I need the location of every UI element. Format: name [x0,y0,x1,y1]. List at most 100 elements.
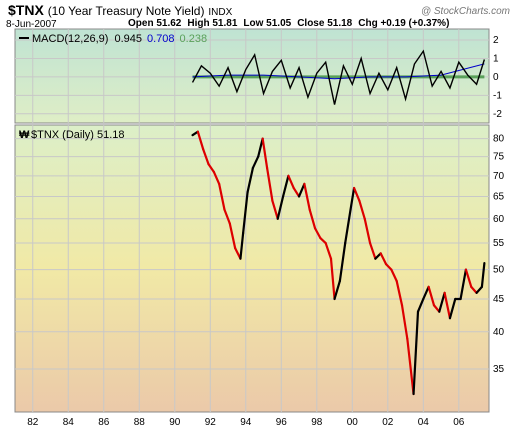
close-value: Close 51.18 [297,18,353,29]
x-tick-label: 00 [347,417,359,428]
axis-labels: 2 1 0 -1 -2 80 75 70 65 60 55 50 45 40 35 82 84 86 88 90 92 9… [27,35,504,428]
price-segment [333,279,341,301]
price-y-tick-label: 50 [493,265,505,276]
x-tick-label: 88 [134,417,146,428]
quote-date: 8-Jun-2007 [6,19,57,30]
x-tick-label: 02 [382,417,394,428]
price-segment [212,170,221,186]
price-segment [319,236,327,245]
price-segment [223,208,231,225]
price-segment [276,195,285,220]
copyright: @ StockCharts.com [420,6,510,17]
price-segment [287,174,295,190]
price-segment [246,166,254,194]
price-segment [427,285,436,307]
open-value: Open 51.62 [128,18,182,29]
price-segment [251,155,260,170]
price-y-tick-label: 35 [493,364,505,375]
exchange: INDX [208,7,233,18]
x-tick-label: 82 [27,417,39,428]
price-y-tick-label: 45 [493,294,505,305]
x-tick-label: 92 [205,417,217,428]
price-y-tick-label: 65 [493,191,505,202]
chart-title: $TNX (10 Year Treasury Note Yield) INDX [8,2,232,18]
histogram-legend-value: 0.238 [180,33,208,45]
price-segment [297,182,306,198]
price-legend-icon: ₩ [19,129,30,141]
price-segment [261,137,269,170]
price-segment [265,166,274,202]
price-y-tick-label: 70 [493,171,505,182]
price-segment [344,208,352,245]
price-segment [313,227,322,240]
symbol-description: (10 Year Treasury Note Yield) [47,4,205,18]
high-value: High 51.81 [187,18,238,29]
macd-y-tick-label: 2 [493,35,499,46]
signal-legend-value: 0.708 [147,33,175,45]
symbol: $TNX [8,2,44,18]
price-segment [406,337,415,396]
price-segment [443,291,452,320]
price-y-tick-label: 75 [493,152,505,163]
price-segment [207,163,215,173]
x-tick-label: 06 [453,417,465,428]
x-tick-label: 04 [418,417,430,428]
x-tick-label: 94 [240,417,252,428]
macd-line [191,49,486,105]
price-segment [363,217,372,245]
macd-y-tick-label: -2 [493,109,502,120]
price-segment [281,174,290,198]
price-segment [257,137,264,158]
price-segment [271,199,279,220]
price-segment [358,199,366,220]
price-segment [202,148,210,166]
price-segment [459,268,468,301]
macd-y-tick-label: 1 [493,53,499,64]
price-segment [292,186,301,198]
price-segment [324,241,333,260]
price-legend-label: $TNX (Daily) 51.18 [31,129,125,141]
x-tick-label: 96 [276,417,288,428]
price-y-tick-label: 55 [493,238,505,249]
change-value: Chg +0.19 (+0.37%) [358,18,450,29]
price-segment [464,268,473,288]
price-segment [218,182,226,211]
price-segment [438,291,446,313]
price-segment [395,279,404,307]
price-segment [352,186,361,202]
macd-legend-label: MACD(12,26,9) [32,33,108,45]
price-segment [303,182,311,211]
price-segment [412,310,420,396]
price-segment [390,268,398,283]
price-segment [475,285,483,294]
macd-legend: MACD(12,26,9) 0.945 0.708 0.238 [19,33,207,45]
price-segment [448,297,457,320]
price-segment [329,257,336,301]
price-grid [15,125,489,412]
price-y-tick-label: 80 [493,134,505,145]
price-segment [470,285,478,294]
price-segment [374,252,382,260]
price-segment [308,208,317,230]
macd-y-tick-label: -1 [493,90,502,101]
price-segment [239,231,245,260]
price-segment [422,285,430,301]
price-segment [379,252,388,266]
price-segment [368,241,377,260]
price-y-tick-label: 60 [493,214,505,225]
price-legend: ₩ $TNX (Daily) 51.18 [19,129,125,141]
price-y-tick-label: 40 [493,327,505,338]
x-tick-label: 98 [311,417,323,428]
price-segment [228,222,237,250]
low-value: Low 51.05 [243,18,292,29]
x-tick-label: 86 [98,417,110,428]
price-segment [242,191,249,235]
price-segment [480,262,486,288]
macd-plot [191,49,486,105]
macd-y-tick-label: 0 [493,72,499,83]
quote-summary: Open 51.62 High 51.81 Low 51.05 Close 51.18… [128,18,455,29]
price-segment [338,241,347,283]
price-segment [432,304,441,313]
